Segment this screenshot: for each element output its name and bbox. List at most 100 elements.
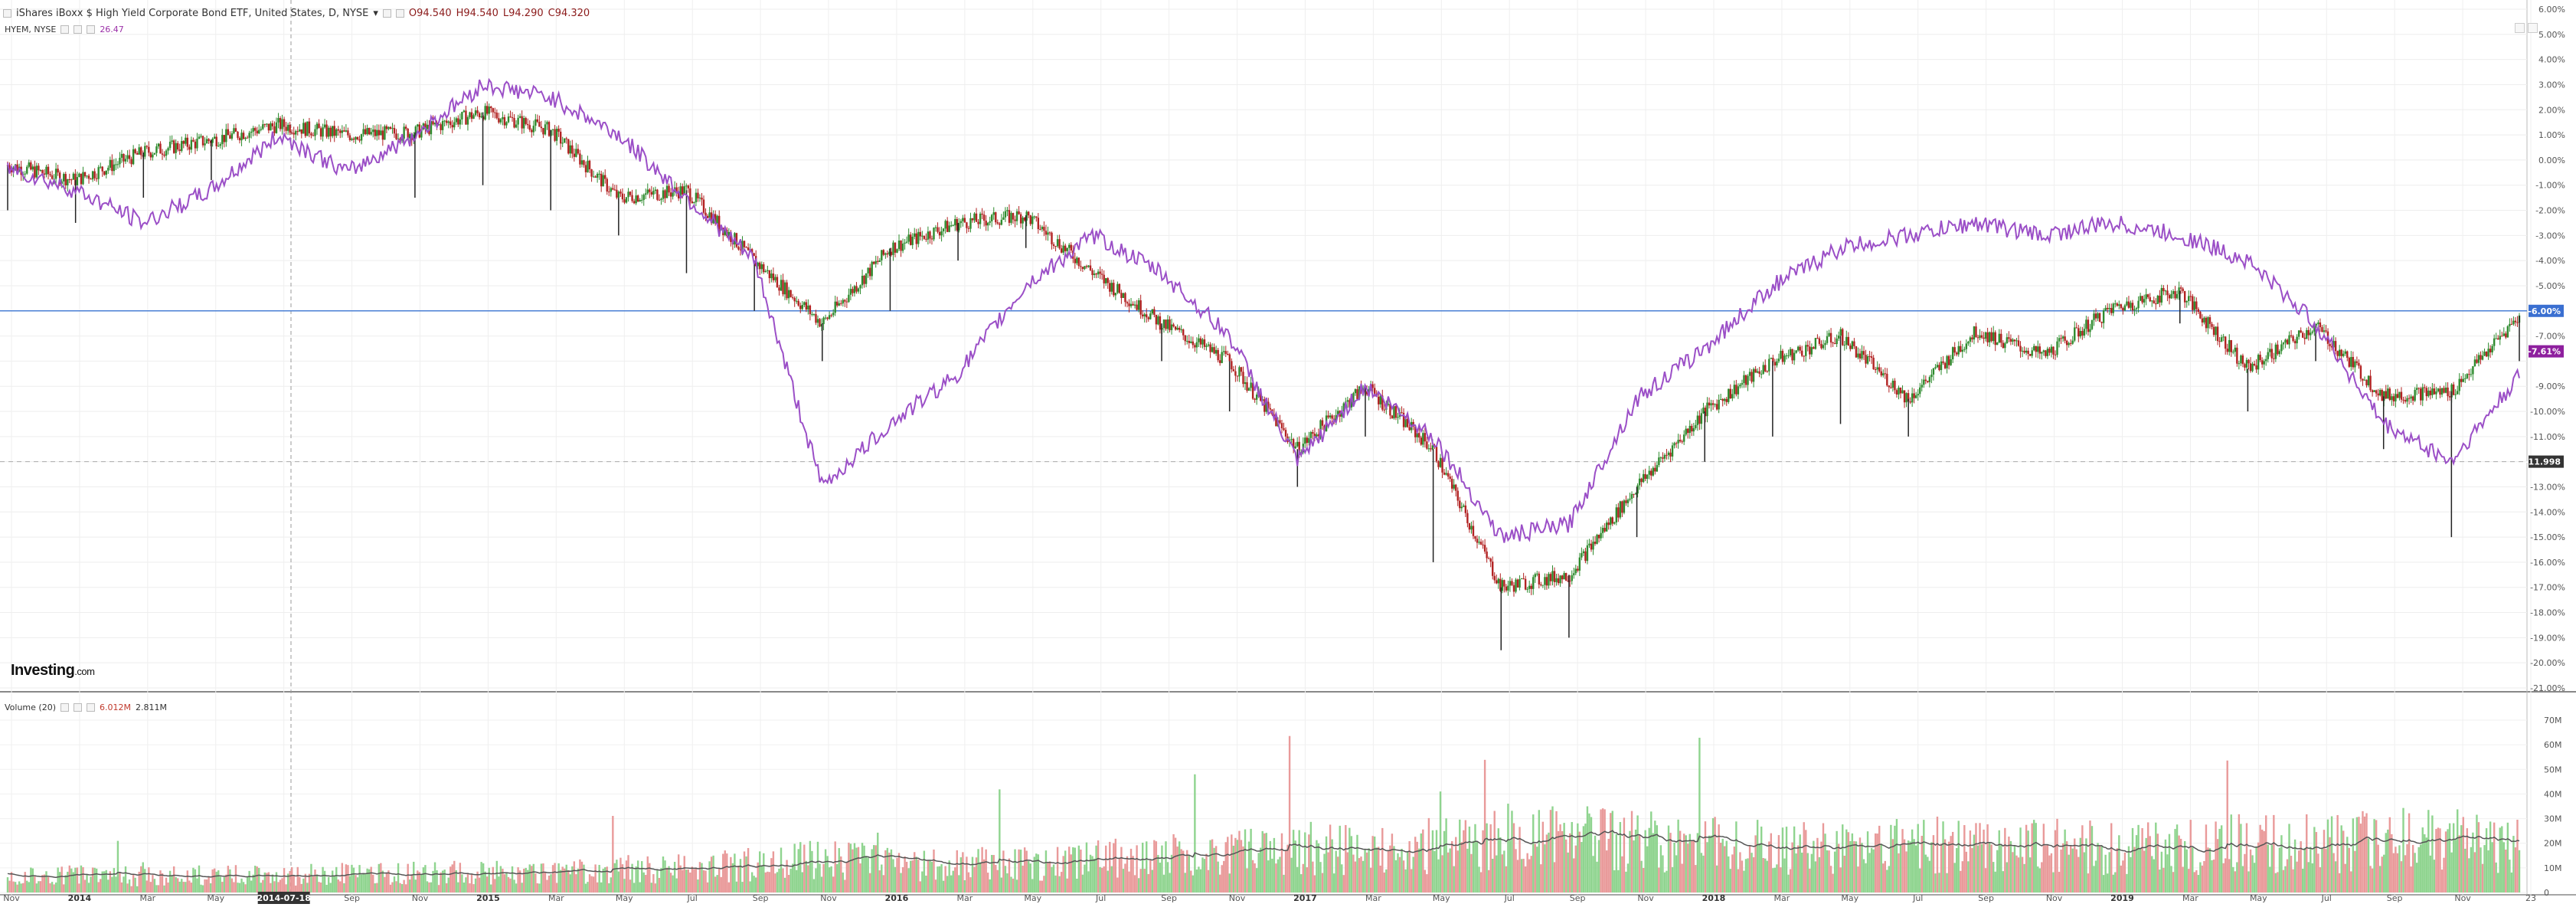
settings-icon[interactable]: [74, 25, 83, 34]
candle-body: [380, 130, 382, 136]
volume-bar: [1290, 857, 1293, 892]
y-tick-label: -10.00%: [2530, 407, 2565, 417]
volume-bar: [1836, 830, 1838, 892]
volume-bar: [930, 861, 933, 892]
volume-bar: [937, 866, 939, 892]
volume-bar: [1093, 858, 1096, 892]
volume-bar: [521, 883, 523, 892]
candle-body: [1279, 420, 1281, 424]
volume-bar: [2120, 865, 2123, 892]
volume-bar: [2292, 869, 2294, 892]
volume-bar: [1557, 830, 1560, 892]
candle-body: [378, 129, 381, 136]
candle-body: [509, 116, 512, 118]
symbol-title[interactable]: iShares iBoxx $ High Yield Corporate Bon…: [16, 8, 369, 19]
candle-body: [1356, 389, 1358, 400]
x-tick-label: 2014: [68, 893, 92, 903]
volume-bar: [1770, 833, 1773, 892]
candle-body: [499, 119, 502, 123]
candle-body: [1813, 347, 1815, 349]
candle-body: [2259, 355, 2261, 361]
close-icon[interactable]: [87, 703, 95, 712]
volume-bar: [1626, 863, 1630, 892]
volume-bar: [399, 883, 401, 892]
candle-body: [1884, 373, 1886, 375]
volume-bar: [1884, 860, 1886, 892]
settings-icon[interactable]: [382, 9, 391, 18]
volume-bar: [223, 876, 226, 892]
maximize-icon[interactable]: [2515, 23, 2525, 33]
candle-body: [2222, 336, 2225, 338]
candle-body: [152, 154, 154, 158]
eye-icon[interactable]: [60, 703, 69, 712]
candle-body: [1729, 388, 1731, 399]
candle-body: [123, 153, 125, 162]
volume-bar: [1056, 847, 1059, 892]
candle-body: [631, 195, 633, 201]
candle-body: [2230, 339, 2232, 352]
x-tick-label: May: [207, 893, 224, 903]
volume-bar: [376, 883, 378, 892]
volume-bar: [2091, 826, 2094, 892]
eye-icon[interactable]: [60, 25, 70, 34]
volume-bar: [1577, 823, 1579, 892]
close-icon[interactable]: [87, 25, 96, 34]
candle-body: [2081, 331, 2084, 336]
candle-body: [1124, 293, 1126, 303]
candle-body: [917, 231, 920, 244]
volume-bar: [1710, 835, 1712, 892]
close-icon[interactable]: [395, 9, 404, 18]
volume-bar: [1176, 847, 1178, 892]
candle-body: [848, 294, 850, 303]
dropdown-icon[interactable]: ▾: [373, 8, 378, 19]
settings-icon[interactable]: [74, 703, 82, 712]
candle-body: [1650, 470, 1652, 476]
x-tick-label: 2015: [476, 893, 500, 903]
candle-body: [2019, 346, 2022, 352]
candle-body: [2375, 390, 2378, 394]
price-tag-label: -6.00%: [2528, 306, 2561, 316]
candle-body: [2396, 394, 2399, 398]
volume-bar: [583, 864, 585, 892]
volume-bar: [698, 862, 701, 892]
candle-body: [1018, 211, 1020, 215]
candle-body: [87, 175, 90, 179]
volume-bar: [2006, 862, 2009, 892]
time-x-axis[interactable]: Nov 2014 Mar May 2014-07-18 Sep Nov 2015 Mar May J…: [3, 892, 2536, 904]
volume-bar: [391, 882, 394, 892]
candle-body: [1820, 343, 1822, 349]
volume-bar: [341, 863, 344, 892]
price-y-axis[interactable]: 6.00%5.00%4.00%3.00%2.00%1.00%0.00%-1.00…: [2530, 5, 2565, 693]
candle-body: [1012, 213, 1015, 220]
volume-bar: [119, 872, 121, 892]
candle-body: [878, 260, 881, 262]
candle-body: [1043, 227, 1045, 231]
collapse-icon[interactable]: [3, 9, 11, 18]
volume-bar: [2319, 867, 2322, 892]
volume-bar: [2146, 822, 2149, 892]
restore-icon[interactable]: [2528, 23, 2538, 33]
candle-body: [167, 148, 169, 151]
candle-body: [2269, 349, 2271, 352]
candle-body: [384, 126, 386, 140]
volume-bar: [490, 884, 492, 892]
compare-label[interactable]: HYEM, NYSE: [5, 25, 57, 34]
volume-bar: [358, 865, 361, 892]
volume-bar: [420, 874, 423, 892]
candle-body: [1056, 239, 1059, 247]
volume-bar: [1273, 837, 1276, 892]
candle-body: [2064, 336, 2066, 341]
volume-bar: [610, 877, 613, 892]
volume-bar: [1524, 866, 1527, 892]
candle-body: [1015, 211, 1018, 221]
candle-body: [1244, 382, 1247, 385]
volume-label[interactable]: Volume (20): [5, 702, 56, 712]
volume-bar: [770, 858, 773, 892]
volume-bar: [1868, 853, 1871, 892]
y-tick-label: 5.00%: [2538, 30, 2565, 40]
candle-body: [1548, 574, 1550, 586]
volume-bar: [2108, 852, 2110, 892]
volume-bar: [366, 868, 368, 892]
